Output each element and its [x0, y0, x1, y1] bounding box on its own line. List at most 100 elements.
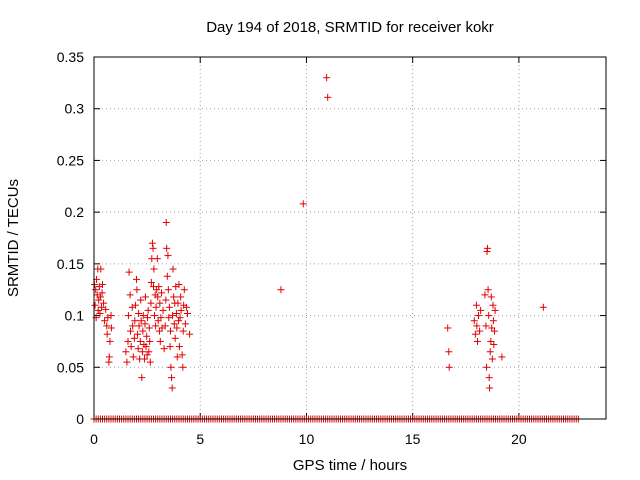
data-point: [131, 301, 139, 309]
data-point: [107, 312, 115, 320]
data-point: [160, 345, 168, 353]
data-point: [169, 312, 177, 320]
data-point: [166, 343, 174, 351]
data-point: [481, 291, 489, 299]
data-point: [164, 286, 172, 294]
data-point: [486, 348, 494, 356]
data-point: [323, 74, 331, 82]
data-point: [172, 310, 180, 318]
y-tick-label: 0.05: [57, 359, 84, 375]
data-point: [107, 324, 115, 332]
y-tick-label: 0.3: [65, 101, 85, 117]
data-point: [129, 322, 137, 330]
x-axis-label: GPS time / hours: [293, 457, 407, 474]
data-point: [150, 265, 158, 273]
data-point: [477, 306, 485, 314]
data-point: [158, 289, 166, 297]
data-point: [472, 301, 480, 309]
data-point: [156, 337, 164, 345]
data-point: [100, 299, 108, 307]
data-point: [95, 296, 103, 304]
data-point: [96, 293, 104, 301]
data-point: [277, 286, 285, 294]
data-point: [490, 327, 498, 335]
data-point: [106, 337, 114, 345]
data-point: [170, 320, 178, 328]
data-point: [324, 93, 332, 101]
data-point: [134, 345, 142, 353]
data-point: [145, 324, 153, 332]
data-point: [137, 296, 145, 304]
y-axis-label: SRMTID / TECUs: [5, 179, 22, 297]
data-point: [152, 303, 160, 311]
data-point: [173, 324, 181, 332]
y-tick-label: 0: [76, 411, 84, 427]
data-point: [157, 314, 165, 322]
data-points: [90, 74, 582, 423]
data-point: [179, 363, 187, 371]
data-point: [144, 314, 152, 322]
data-point: [488, 355, 496, 363]
data-point: [129, 353, 137, 361]
data-point: [122, 348, 130, 356]
data-point: [167, 363, 175, 371]
data-point: [182, 303, 190, 311]
axis-ticks: 0 0.05 0.1 0.15 0.2 0.25 0.3 0.35 0 5 10 15 20: [57, 49, 606, 447]
data-point: [489, 301, 497, 309]
chart-title: Day 194 of 2018, SRMTID for receiver kok…: [206, 19, 494, 36]
data-point: [475, 312, 483, 320]
data-point: [103, 322, 111, 330]
data-point: [124, 337, 132, 345]
data-point: [97, 303, 105, 311]
x-tick-label: 10: [299, 431, 315, 447]
data-point: [124, 312, 132, 320]
data-point: [175, 343, 183, 351]
plot-frame: [93, 56, 607, 420]
data-point: [171, 334, 179, 342]
grid: [94, 57, 606, 419]
data-point: [147, 299, 155, 307]
data-point: [471, 330, 479, 338]
data-point: [175, 281, 183, 289]
data-point: [470, 317, 478, 325]
data-point: [169, 265, 177, 273]
y-tick-label: 0.15: [57, 256, 84, 272]
data-point: [135, 322, 143, 330]
data-point: [143, 351, 151, 359]
data-point: [139, 327, 147, 335]
data-point: [483, 244, 491, 252]
data-point: [145, 348, 153, 356]
data-point: [159, 306, 167, 314]
data-point: [149, 244, 157, 252]
data-point: [138, 348, 146, 356]
data-point: [141, 293, 149, 301]
y-tick-label: 0.35: [57, 49, 84, 65]
data-point: [476, 327, 484, 335]
data-point: [483, 363, 491, 371]
data-point: [98, 289, 106, 297]
data-point: [162, 218, 170, 226]
data-point: [151, 312, 159, 320]
data-point: [133, 286, 141, 294]
data-point: [146, 358, 154, 366]
data-point: [539, 303, 547, 311]
data-point: [487, 337, 495, 345]
data-point: [164, 252, 172, 260]
data-point: [179, 327, 187, 335]
data-point: [153, 255, 161, 263]
data-point: [155, 283, 163, 291]
data-point: [139, 312, 147, 320]
data-point: [162, 296, 170, 304]
data-point: [147, 278, 155, 286]
data-point: [143, 332, 151, 340]
data-point: [489, 317, 497, 325]
data-point: [486, 384, 494, 392]
data-point: [174, 299, 182, 307]
data-point: [137, 317, 145, 325]
data-point: [135, 310, 143, 318]
data-point: [161, 322, 169, 330]
data-point: [170, 293, 178, 301]
data-point: [130, 334, 138, 342]
data-point: [168, 384, 176, 392]
x-tick-label: 20: [511, 431, 527, 447]
